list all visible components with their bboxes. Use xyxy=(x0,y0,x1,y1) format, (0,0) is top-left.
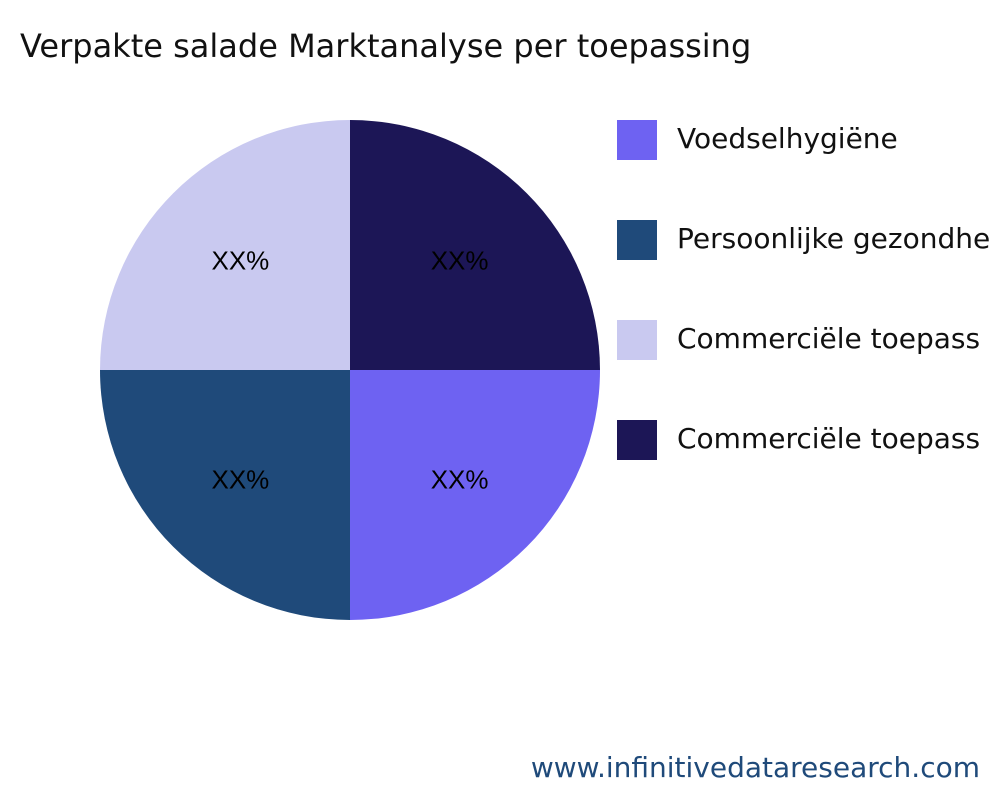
legend-swatch xyxy=(617,220,657,260)
pie-slice xyxy=(350,120,600,370)
slice-label: XX% xyxy=(211,464,269,494)
source-link: www.infinitivedataresearch.com xyxy=(531,751,980,784)
slice-label: XX% xyxy=(431,464,489,494)
chart-title: Verpakte salade Marktanalyse per toepass… xyxy=(20,27,751,65)
legend-label: Voedselhygiëne xyxy=(677,122,898,155)
legend-label: Commerciële toepass xyxy=(677,422,980,455)
legend-label: Persoonlijke gezondhe xyxy=(677,222,990,255)
pie-slice xyxy=(100,370,350,620)
slice-label: XX% xyxy=(211,245,269,275)
pie-slice xyxy=(350,370,600,620)
legend-swatch xyxy=(617,320,657,360)
legend-label: Commerciële toepass xyxy=(677,322,980,355)
legend-swatch xyxy=(617,420,657,460)
pie-slice xyxy=(100,120,350,370)
slice-label: XX% xyxy=(431,245,489,275)
legend-swatch xyxy=(617,120,657,160)
